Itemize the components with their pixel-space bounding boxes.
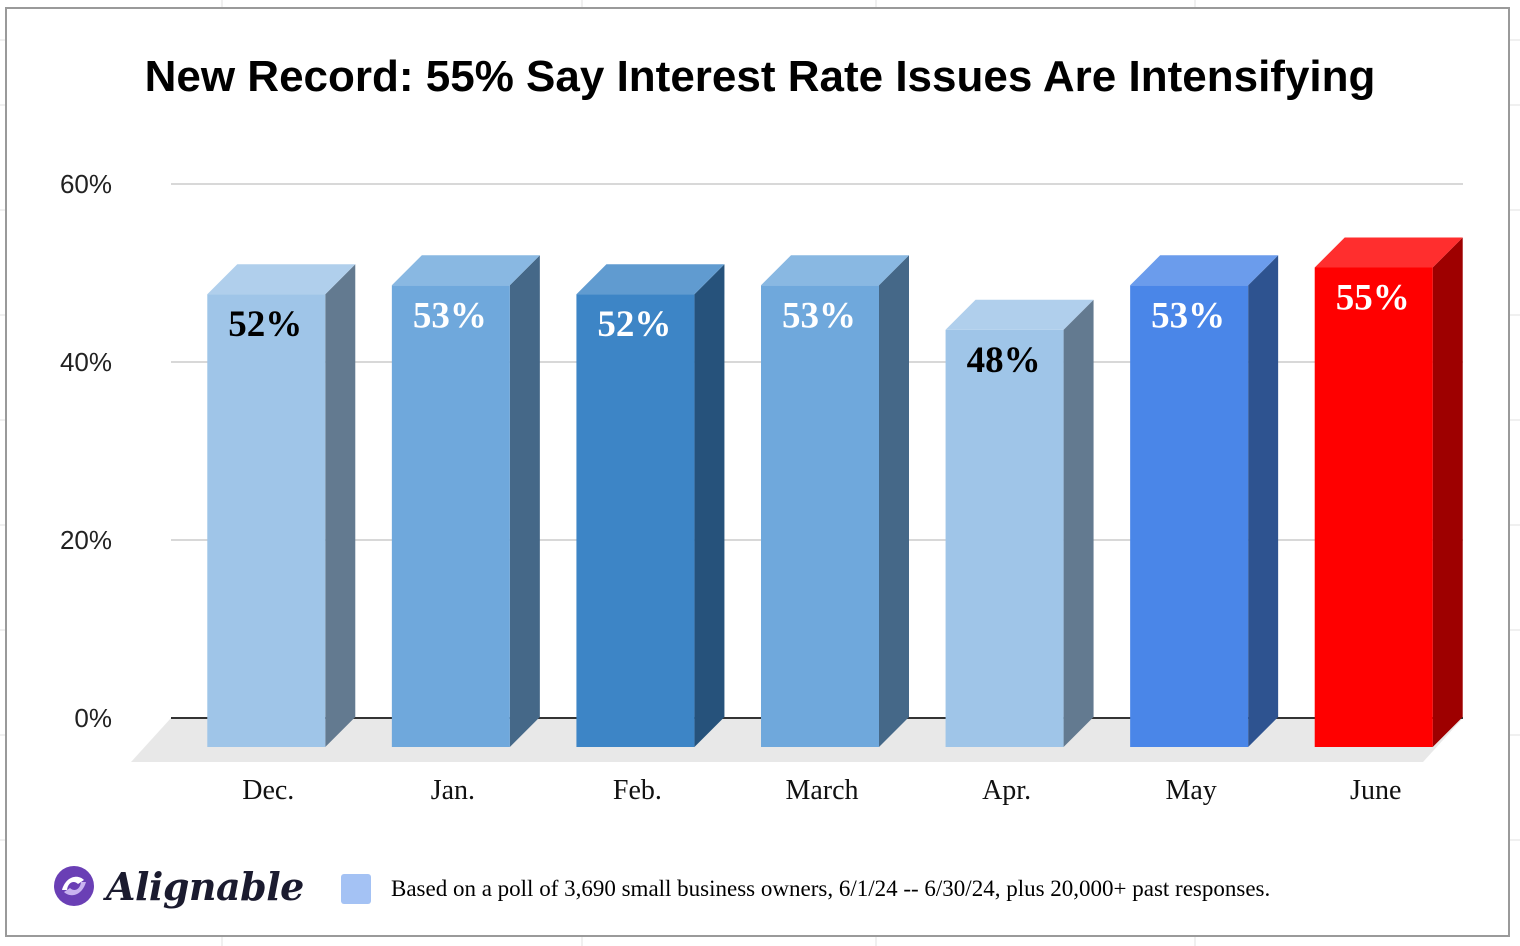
chart-legend: Based on a poll of 3,690 small business … xyxy=(341,872,1270,906)
bar xyxy=(1130,285,1249,747)
bar xyxy=(761,285,879,747)
data-label: 53% xyxy=(1151,295,1225,336)
bar-top xyxy=(207,264,356,295)
data-label: 55% xyxy=(1336,278,1410,319)
data-label: 52% xyxy=(228,304,302,345)
bar-side xyxy=(694,264,725,747)
bar-top xyxy=(576,264,725,295)
alignable-logo-icon xyxy=(54,866,94,906)
bar-top xyxy=(1130,255,1279,286)
x-tick-label: Jan. xyxy=(431,775,475,806)
y-tick-label: 0% xyxy=(74,703,112,733)
legend-text: Based on a poll of 3,690 small business … xyxy=(391,876,1271,901)
x-tick-label: Dec. xyxy=(242,775,294,806)
x-tick-label: June xyxy=(1350,775,1401,806)
bar-top xyxy=(391,255,540,286)
data-label: 53% xyxy=(413,295,487,336)
x-tick-label: Feb. xyxy=(613,775,662,806)
brand-name: Alignable xyxy=(106,863,304,909)
bar-top xyxy=(945,299,1094,330)
y-tick-label: 40% xyxy=(60,347,112,377)
bar-side xyxy=(325,264,356,747)
x-tick-label: Apr. xyxy=(982,775,1031,806)
brand-logo: Alignable xyxy=(52,858,304,914)
bar-top xyxy=(761,255,909,286)
bar-side xyxy=(509,255,540,748)
chart-title: New Record: 55% Say Interest Rate Issues… xyxy=(144,52,1376,101)
bar-side xyxy=(1432,237,1463,747)
bar-side xyxy=(879,255,909,748)
bar xyxy=(1314,267,1433,747)
bar xyxy=(945,329,1064,747)
x-tick-label: May xyxy=(1165,775,1216,806)
y-tick-label: 60% xyxy=(60,169,112,199)
legend-swatch xyxy=(341,874,371,904)
bar-side xyxy=(1248,255,1279,748)
data-label: 52% xyxy=(597,304,671,345)
bar-side xyxy=(1063,299,1094,747)
y-tick-label: 20% xyxy=(60,525,112,555)
x-tick-label: March xyxy=(785,775,858,806)
data-label: 48% xyxy=(967,340,1041,381)
data-label: 53% xyxy=(782,295,856,336)
bar-top xyxy=(1314,237,1463,268)
bar xyxy=(576,294,695,747)
bar xyxy=(391,285,510,747)
bar xyxy=(207,294,326,747)
